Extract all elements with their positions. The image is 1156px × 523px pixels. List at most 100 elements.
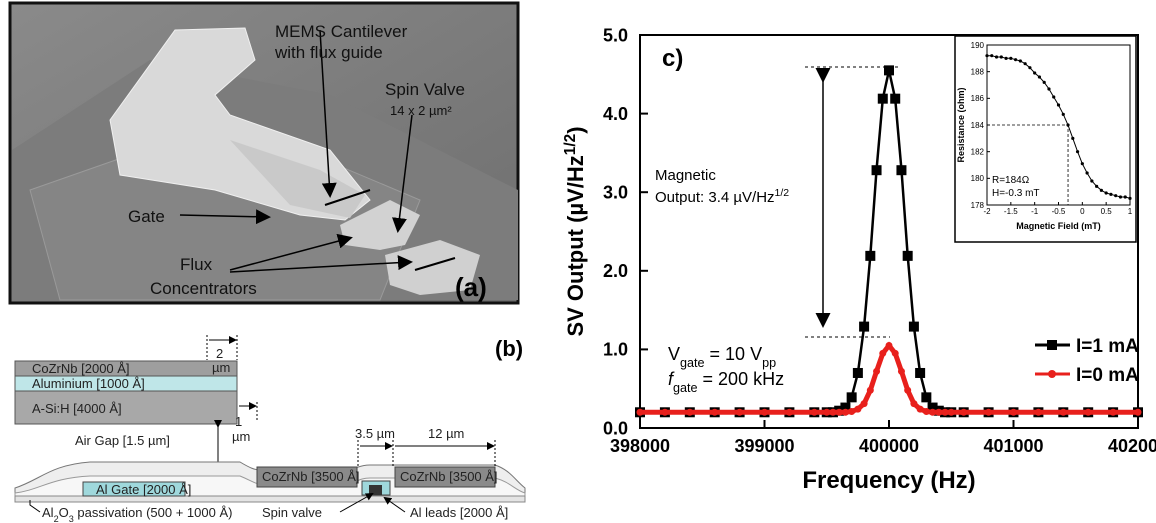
x-tick-label: -0.5	[1052, 207, 1066, 216]
x-tick-label: -2	[983, 207, 991, 216]
annotation: fgate = 200 kHz	[668, 369, 784, 395]
marker	[994, 55, 999, 59]
marker	[840, 402, 851, 413]
marker	[960, 408, 968, 416]
marker	[846, 392, 857, 403]
marker	[736, 408, 744, 416]
marker	[785, 408, 793, 416]
layer-label: Aluminium [1000 Å]	[32, 376, 145, 391]
marker	[902, 250, 913, 261]
y-tick-label: 3.0	[603, 183, 628, 203]
marker	[686, 408, 694, 416]
dim-label: 1	[235, 414, 242, 429]
marker	[1128, 196, 1132, 200]
spin-valve-label: Spin Valve	[385, 80, 465, 99]
y-axis-label: SV Output (µV/Hz1/2)	[562, 126, 589, 336]
marker	[810, 408, 818, 416]
dim-label: 2	[216, 346, 223, 361]
air-gap-label: Air Gap [1.5 µm]	[75, 433, 170, 448]
marker	[1090, 179, 1094, 183]
marker	[848, 407, 856, 415]
x-axis-label: Magnetic Field (mT)	[1016, 221, 1101, 231]
marker	[921, 392, 932, 403]
text-part: gate	[680, 356, 705, 370]
marker	[1047, 87, 1051, 91]
marker	[910, 400, 918, 408]
cantilever-label: with flux guide	[274, 43, 383, 62]
marker	[1052, 95, 1056, 99]
marker	[854, 405, 862, 413]
y-tick-label: 184	[971, 121, 985, 130]
marker	[935, 408, 943, 416]
legend-marker	[1047, 340, 1057, 350]
x-tick-label: 399000	[734, 436, 794, 456]
dim-label: µm	[232, 429, 250, 444]
annotation: H=-0.3 mT	[992, 188, 1040, 199]
marker	[711, 408, 719, 416]
annotation: Output: 3.4 µV/Hz1/2	[655, 187, 789, 206]
dim-label: 12 µm	[428, 426, 464, 441]
layer-label: CoZrNb [2000 Å]	[32, 361, 130, 376]
text-part: f	[668, 369, 675, 389]
y-tick-label: 182	[971, 147, 985, 156]
layer-label: CoZrNb [3500 Å]	[262, 469, 360, 484]
annotation: Magnetic	[655, 167, 716, 184]
text-part: Output: 3.4 µV/Hz	[655, 189, 775, 206]
layer-label: Al Gate [2000 Å]	[96, 482, 191, 497]
legend-marker	[1048, 370, 1056, 378]
text-part: = 200 kHz	[698, 369, 785, 389]
marker	[1033, 71, 1037, 75]
text-part: pp	[762, 356, 776, 370]
text-part: V	[668, 344, 680, 364]
text-part: 1/2	[562, 134, 579, 155]
layer-label: A-Si:H [4000 Å]	[32, 401, 122, 416]
flux-label: Concentrators	[150, 279, 257, 298]
marker	[866, 386, 874, 394]
marker	[873, 367, 881, 375]
y-axis-label: Resistance (ohm)	[956, 87, 966, 162]
marker	[885, 341, 893, 349]
panel-label: (a)	[455, 272, 487, 302]
marker	[896, 165, 907, 176]
marker	[904, 386, 912, 394]
marker	[829, 408, 837, 416]
panel-label: c)	[662, 45, 683, 72]
annotation-geometry	[805, 66, 898, 338]
marker	[1028, 66, 1032, 70]
marker	[1084, 408, 1092, 416]
marker	[922, 407, 930, 415]
text-part: 1/2	[775, 187, 790, 199]
marker	[1023, 62, 1027, 66]
y-tick-label: 0.0	[603, 418, 628, 438]
marker	[985, 54, 989, 58]
x-tick-label: -1.5	[1004, 207, 1018, 216]
inset-background	[955, 36, 1136, 242]
sem-image: MEMS Cantilever with flux guide Spin Val…	[8, 1, 520, 305]
marker	[835, 408, 843, 416]
y-tick-label: 188	[971, 67, 985, 76]
marker	[1014, 58, 1018, 62]
annotation: Vgate = 10 Vpp	[668, 344, 776, 370]
gate-label: Gate	[128, 207, 165, 226]
marker	[1018, 59, 1022, 63]
leads-label: Al leads [2000 Å]	[410, 505, 508, 520]
marker	[1104, 191, 1108, 195]
marker	[1071, 136, 1075, 140]
marker	[1123, 195, 1127, 199]
marker	[1004, 56, 1008, 60]
x-tick-label: 400000	[859, 436, 919, 456]
marker	[1099, 188, 1103, 192]
y-tick-label: 178	[971, 201, 985, 210]
schematic: (b) CoZrNb [2000 Å] Aluminium [1000 Å] A…	[14, 335, 526, 523]
text-part: Al	[42, 505, 54, 520]
x-axis-label: Frequency (Hz)	[802, 467, 975, 494]
marker	[860, 400, 868, 408]
y-tick-label: 190	[971, 41, 985, 50]
layer-label: CoZrNb [3500 Å]	[400, 469, 498, 484]
passivation-label: Al2O3 passivation (500 + 1000 Å)	[42, 505, 232, 523]
y-tick-label: 1.0	[603, 340, 628, 360]
y-tick-label: 186	[971, 94, 985, 103]
marker	[884, 65, 894, 76]
y-tick-label: 4.0	[603, 104, 628, 124]
